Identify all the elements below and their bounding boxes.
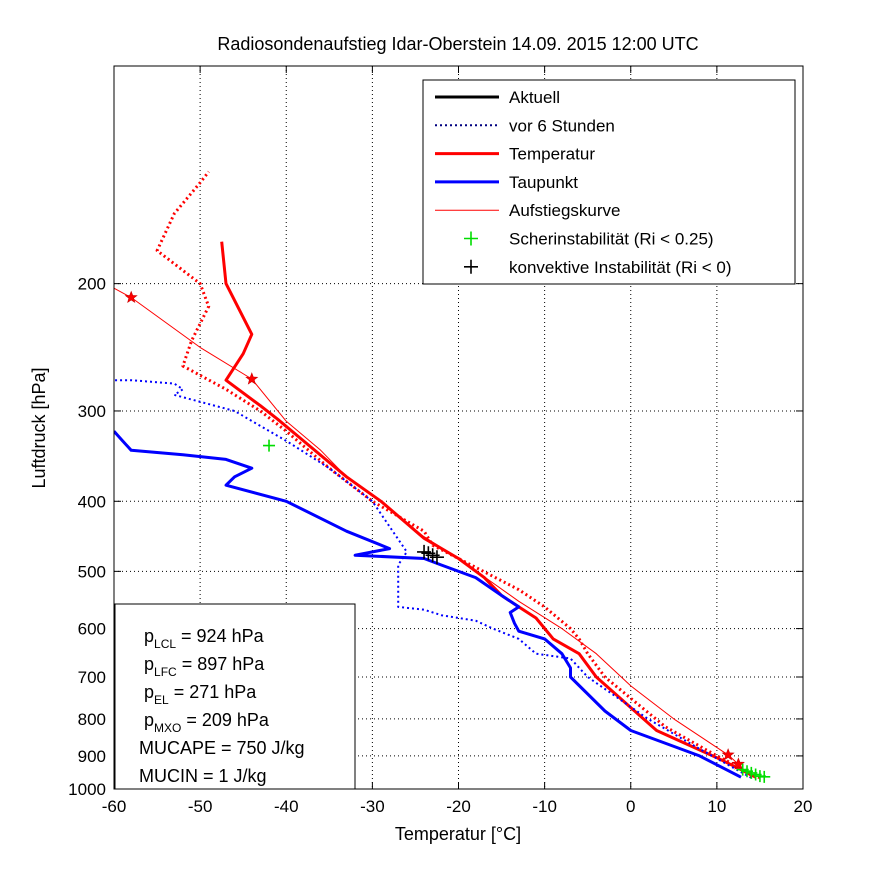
info-value: = 897 hPa <box>177 654 266 674</box>
info-value: = 924 hPa <box>176 626 265 646</box>
info-text: MUCIN = 1 J/kg <box>139 766 267 786</box>
legend-label: vor 6 Stunden <box>509 116 615 135</box>
info-text: p <box>144 626 154 646</box>
info-subscript: LFC <box>154 665 177 679</box>
info-line: pEL = 271 hPa <box>144 682 257 707</box>
info-text: MUCAPE = 750 J/kg <box>139 738 305 758</box>
legend-label: konvektive Instabilität (Ri < 0) <box>509 258 732 277</box>
star-marker <box>731 757 745 770</box>
info-subscript: MXO <box>154 721 181 735</box>
star-marker <box>721 748 735 761</box>
info-value: = 271 hPa <box>169 682 258 702</box>
legend: Aktuell vor 6 Stunden Temperatur Taupunkt Au… <box>422 79 796 285</box>
x-tick-label: -10 <box>532 797 557 816</box>
x-tick-label: 20 <box>794 797 813 816</box>
axis-ticks: -60 -50 -40 -30 -20 -10 0 10 20 200 300 400 500 600 70… <box>68 66 812 816</box>
x-tick-label: -50 <box>188 797 213 816</box>
plot-frame <box>113 65 804 790</box>
legend-marker <box>464 231 478 246</box>
star-marker <box>124 290 138 303</box>
legend-label: Scherinstabilität (Ri < 0.25) <box>509 230 714 249</box>
y-tick-label: 400 <box>78 492 106 511</box>
info-text: p <box>144 710 154 730</box>
y-tick-label: 600 <box>78 620 106 639</box>
info-line: pLFC = 897 hPa <box>144 654 265 679</box>
legend-label: Aktuell <box>509 88 560 107</box>
y-tick-label: 700 <box>78 668 106 687</box>
legend-marker <box>464 259 478 274</box>
series-line-2 <box>155 170 761 780</box>
y-tick-label: 800 <box>78 710 106 729</box>
series-line-3 <box>114 379 752 779</box>
info-text: p <box>144 654 154 674</box>
info-subscript: EL <box>154 693 169 707</box>
scher-marker <box>758 770 771 783</box>
x-tick-label: -20 <box>446 797 471 816</box>
x-tick-label: -60 <box>102 797 127 816</box>
info-line: pMXO = 209 hPa <box>144 710 270 735</box>
info-line: pLCL = 924 hPa <box>144 626 265 651</box>
y-tick-label: 1000 <box>68 780 106 799</box>
plot-area <box>114 170 771 783</box>
series-line-1 <box>114 430 742 779</box>
info-line: MUCIN = 1 J/kg <box>139 766 267 786</box>
x-tick-label: 0 <box>626 797 635 816</box>
y-tick-label: 900 <box>78 747 106 766</box>
info-box-frame <box>114 603 356 790</box>
info-text: p <box>144 682 154 702</box>
konvektiv-marker <box>429 550 444 565</box>
x-tick-label: -30 <box>360 797 385 816</box>
y-axis-title: Luftdruck [hPa] <box>29 367 49 488</box>
y-tick-label: 500 <box>78 562 106 581</box>
legend-label: Temperatur <box>509 145 595 164</box>
y-tick-label: 200 <box>78 275 106 294</box>
scher-marker <box>263 439 276 452</box>
info-line: MUCAPE = 750 J/kg <box>139 738 305 758</box>
star-marker <box>245 372 259 385</box>
legend-label: Taupunkt <box>509 173 578 192</box>
x-tick-label: -40 <box>274 797 299 816</box>
series-line-4 <box>114 287 752 778</box>
x-axis-title: Temperatur [°C] <box>395 824 521 844</box>
x-tick-label: 10 <box>707 797 726 816</box>
info-value: = 209 hPa <box>181 710 270 730</box>
y-tick-label: 300 <box>78 402 106 421</box>
info-subscript: LCL <box>154 637 176 651</box>
legend-label: Aufstiegskurve <box>509 201 621 220</box>
chart-title: Radiosondenaufstieg Idar-Oberstein 14.09… <box>217 34 698 54</box>
